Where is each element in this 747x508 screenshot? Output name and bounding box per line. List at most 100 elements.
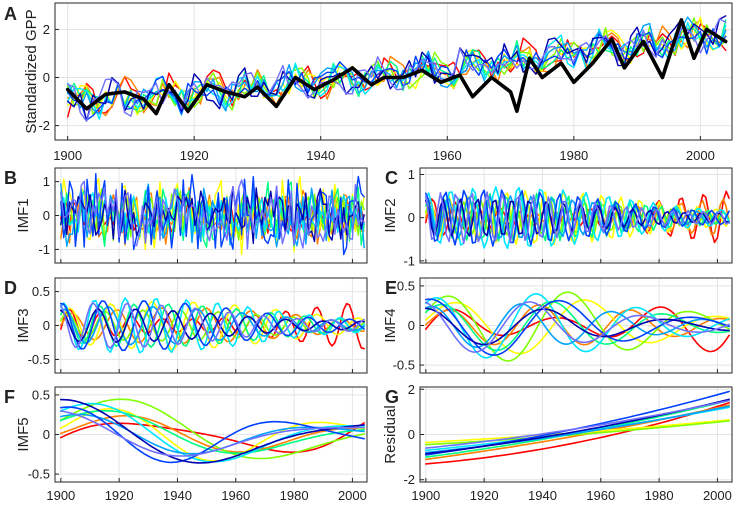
- y-tick-label: -1: [403, 253, 415, 268]
- series-line-6: [60, 297, 365, 354]
- y-tick-label: -0.5: [28, 467, 50, 482]
- panel-b: -1 0 1 IMF1 B: [4, 167, 368, 264]
- y-tick-label: 0: [43, 318, 50, 333]
- series-line-8: [425, 298, 730, 356]
- x-tick-label: 1940: [306, 148, 335, 163]
- y-axis-label: Residual: [382, 405, 399, 463]
- y-tick-label: 2: [43, 22, 50, 37]
- panel-letter: F: [4, 387, 15, 407]
- series-group: [425, 186, 730, 250]
- series-line-10: [60, 179, 365, 250]
- y-tick-label: 2: [408, 382, 415, 397]
- panel-letter: C: [385, 168, 398, 188]
- x-tick-label: 1920: [470, 488, 499, 503]
- series-line-7: [425, 303, 730, 348]
- y-tick-label: -2: [403, 472, 415, 487]
- series-line-4: [425, 291, 730, 362]
- series-group: [425, 390, 730, 465]
- y-tick-label: 0: [43, 427, 50, 442]
- x-tick-label: 1900: [411, 488, 440, 503]
- x-tick-label: 1980: [645, 488, 674, 503]
- panel-a-border: [54, 2, 733, 141]
- panel-c-border: [419, 167, 733, 264]
- y-axis-label: IMF4: [382, 308, 399, 342]
- x-tick-label: 1940: [163, 488, 192, 503]
- series-group: [60, 297, 365, 354]
- y-tick-label: 1: [408, 167, 415, 182]
- panel-letter: A: [4, 4, 17, 24]
- panel-letter: B: [4, 168, 17, 188]
- y-axis-label: IMF2: [382, 198, 399, 232]
- x-tick-label: 1920: [180, 148, 209, 163]
- y-axis-label: IMF5: [15, 417, 32, 451]
- series-line-9: [60, 398, 365, 464]
- series-group: [425, 291, 730, 362]
- series-line-4: [425, 420, 730, 446]
- y-tick-label: 0: [43, 208, 50, 223]
- x-tick-label: 1940: [528, 488, 557, 503]
- series-line-1: [425, 402, 730, 465]
- panel-letter: D: [4, 278, 17, 298]
- y-tick-label: -2: [38, 118, 50, 133]
- x-tick-label: 1980: [280, 488, 309, 503]
- series-line-6: [425, 186, 730, 250]
- y-tick-label: 0: [408, 318, 415, 333]
- x-tick-label: 1960: [221, 488, 250, 503]
- series-line-10: [60, 410, 365, 457]
- panel-letter: E: [385, 278, 397, 298]
- series-line-8: [425, 189, 730, 247]
- x-tick-label: 1960: [586, 488, 615, 503]
- series-group: [65, 15, 728, 122]
- series-line-3: [425, 299, 730, 355]
- series-line-9: [60, 186, 365, 244]
- y-tick-label: 1: [43, 174, 50, 189]
- y-tick-label: 0.5: [32, 284, 50, 299]
- panel-e: -0.5 0 0.5 IMF4 E: [382, 277, 733, 374]
- mean-series-line: [65, 18, 728, 116]
- series-line-9: [60, 308, 365, 343]
- series-line-8: [60, 406, 365, 464]
- series-line-2: [60, 414, 365, 453]
- y-axis-label: Standardized GPP: [23, 9, 40, 133]
- x-tick-label: 1960: [433, 148, 462, 163]
- x-tick-label: 2000: [686, 148, 715, 163]
- x-tick-label: 1900: [46, 488, 75, 503]
- series-line-8: [60, 300, 365, 352]
- series-line-10: [425, 301, 730, 353]
- y-tick-label: -0.5: [28, 352, 50, 367]
- series-line-10: [425, 399, 730, 449]
- series-line-7: [60, 183, 365, 249]
- x-tick-label: 1900: [53, 148, 82, 163]
- x-tick-label: 1920: [105, 488, 134, 503]
- series-line-9: [425, 307, 730, 346]
- y-tick-label: -0.5: [393, 358, 415, 373]
- y-tick-label: -1: [38, 242, 50, 257]
- series-line-3: [60, 407, 365, 462]
- x-tick-label: 2000: [338, 488, 367, 503]
- x-tick-label: 2000: [703, 488, 732, 503]
- series-line-2: [67, 19, 727, 117]
- series-line-4: [60, 398, 365, 460]
- y-axis-label: IMF1: [15, 198, 32, 232]
- series-line-3: [60, 301, 365, 351]
- y-tick-label: 0.5: [32, 387, 50, 402]
- series-line-1: [60, 422, 365, 453]
- panel-c: -1 0 1 IMF2 C: [382, 167, 733, 268]
- x-tick-label: 1980: [559, 148, 588, 163]
- y-axis-label: IMF3: [15, 308, 32, 342]
- series-group: [60, 398, 365, 464]
- y-tick-label: 0: [408, 210, 415, 225]
- y-tick-label: 0: [43, 70, 50, 85]
- panel-letter: G: [385, 387, 399, 407]
- y-tick-label: 0.5: [397, 278, 415, 293]
- series-group: [60, 173, 365, 256]
- y-tick-label: 0: [408, 427, 415, 442]
- series-line-10: [60, 302, 365, 350]
- series-line-2: [425, 304, 730, 346]
- series-line-10: [425, 191, 730, 245]
- panel-a: -2 0 2 1900 1920 1940 1960 1980 2000 Standardized…: [4, 2, 733, 163]
